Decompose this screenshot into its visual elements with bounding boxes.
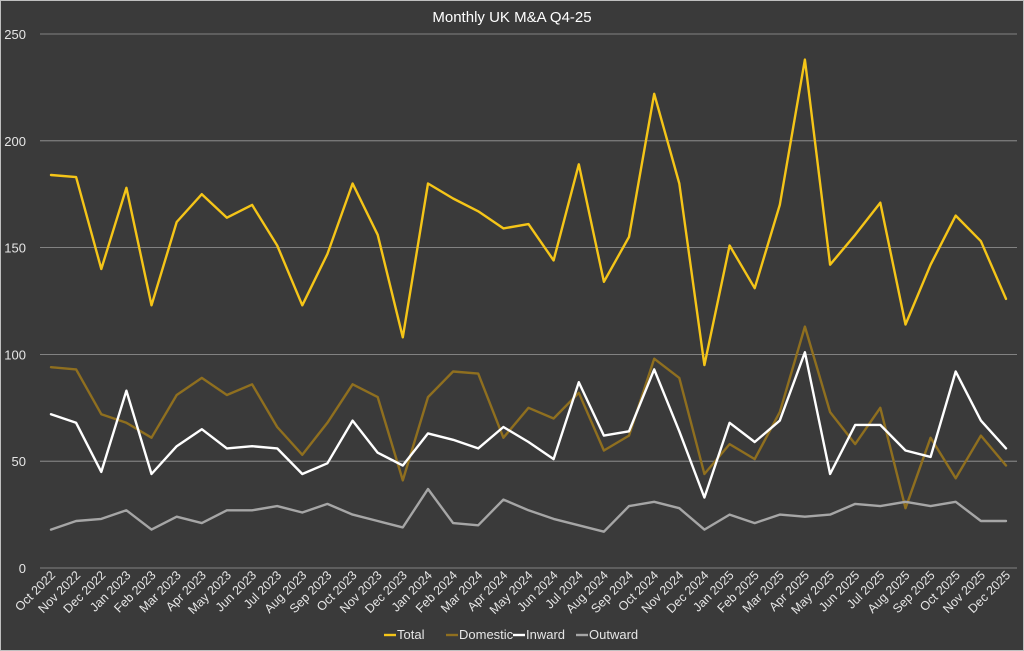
chart-title: Monthly UK M&A Q4-25 — [432, 9, 591, 26]
legend-label-inward: Inward — [526, 627, 565, 642]
legend-label-total: Total — [397, 627, 425, 642]
y-tick-label: 100 — [4, 347, 26, 362]
y-tick-label: 250 — [4, 27, 26, 42]
gridlines — [40, 33, 1017, 569]
series-line-outward — [49, 487, 1008, 533]
series-line-inward — [49, 351, 1008, 499]
y-tick-label: 0 — [19, 561, 26, 576]
y-tick-label: 50 — [12, 454, 26, 469]
y-tick-label: 200 — [4, 134, 26, 149]
series-line-domestic — [49, 325, 1008, 510]
legend-label-outward: Outward — [589, 627, 638, 642]
y-axis-ticks: 0 50 100 150 200 250 — [4, 27, 26, 576]
series-lines — [49, 58, 1008, 533]
series-line-total — [49, 58, 1008, 367]
y-tick-label: 150 — [4, 241, 26, 256]
legend: Total Domestic Inward Outward — [384, 627, 638, 642]
legend-label-domestic: Domestic — [459, 627, 514, 642]
